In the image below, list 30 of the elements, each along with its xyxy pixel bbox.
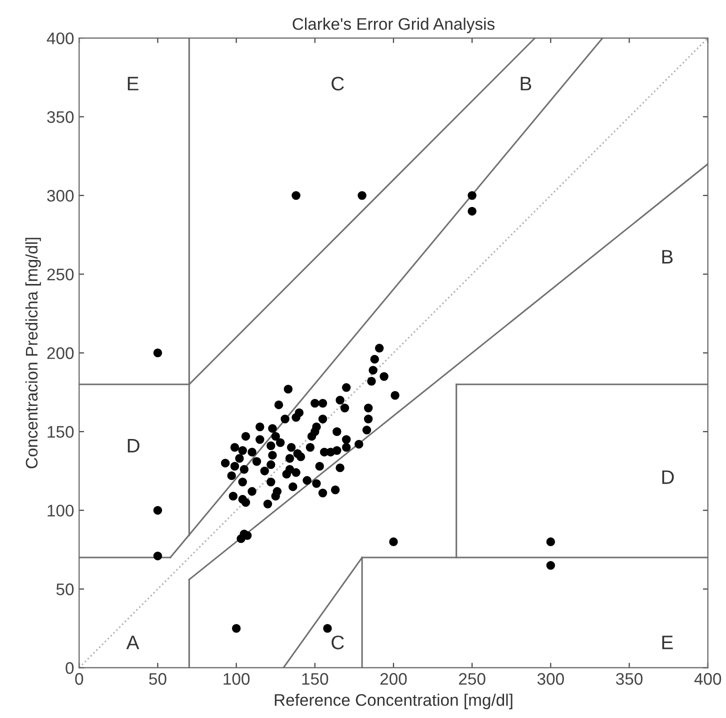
y-tick-label: 250 — [47, 268, 74, 280]
annotation: D — [128, 439, 140, 452]
x-tick-label: 0 — [75, 673, 84, 685]
y-tick-label: 200 — [47, 347, 74, 360]
x-tick-label: 150 — [302, 673, 328, 685]
x-tick-label: 350 — [616, 673, 643, 685]
x-tick-label: 100 — [224, 673, 250, 685]
chart-title: Clarke's Error Grid Analysis — [292, 18, 495, 34]
y-tick-label: 50 — [56, 583, 74, 596]
annotation: E — [128, 76, 138, 90]
y-tick-label: 150 — [48, 426, 74, 438]
annotation: B — [662, 250, 673, 264]
x-tick-label: 400 — [694, 673, 722, 685]
annotation: B — [520, 76, 532, 90]
x-tick-label: 250 — [459, 673, 486, 685]
x-tick-label: 200 — [380, 673, 407, 685]
x-axis-title: Reference Concentration [mg/dl] — [274, 694, 512, 710]
y-tick-label: 0 — [66, 662, 74, 674]
y-tick-label: 300 — [47, 190, 74, 202]
annotation: C — [332, 636, 344, 650]
y-tick-label: 400 — [46, 32, 74, 44]
annotation: E — [662, 636, 673, 650]
y-tick-label: 100 — [48, 504, 74, 517]
y-axis-title: Concentracion Predicha [mg/dl] — [25, 238, 41, 468]
x-tick-label: 300 — [537, 673, 564, 685]
annotation: C — [332, 76, 344, 90]
annotation: A — [126, 636, 140, 650]
x-tick-label: 50 — [149, 673, 166, 685]
annotation: D — [662, 470, 674, 484]
y-tick-label: 350 — [47, 111, 74, 123]
